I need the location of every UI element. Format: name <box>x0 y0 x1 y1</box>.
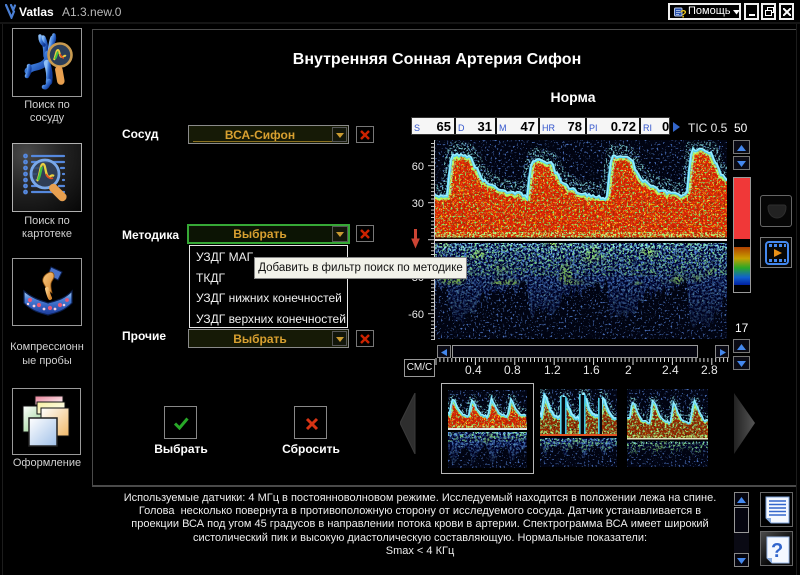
svg-text:?: ? <box>771 540 783 562</box>
svg-text:?: ? <box>680 9 686 19</box>
